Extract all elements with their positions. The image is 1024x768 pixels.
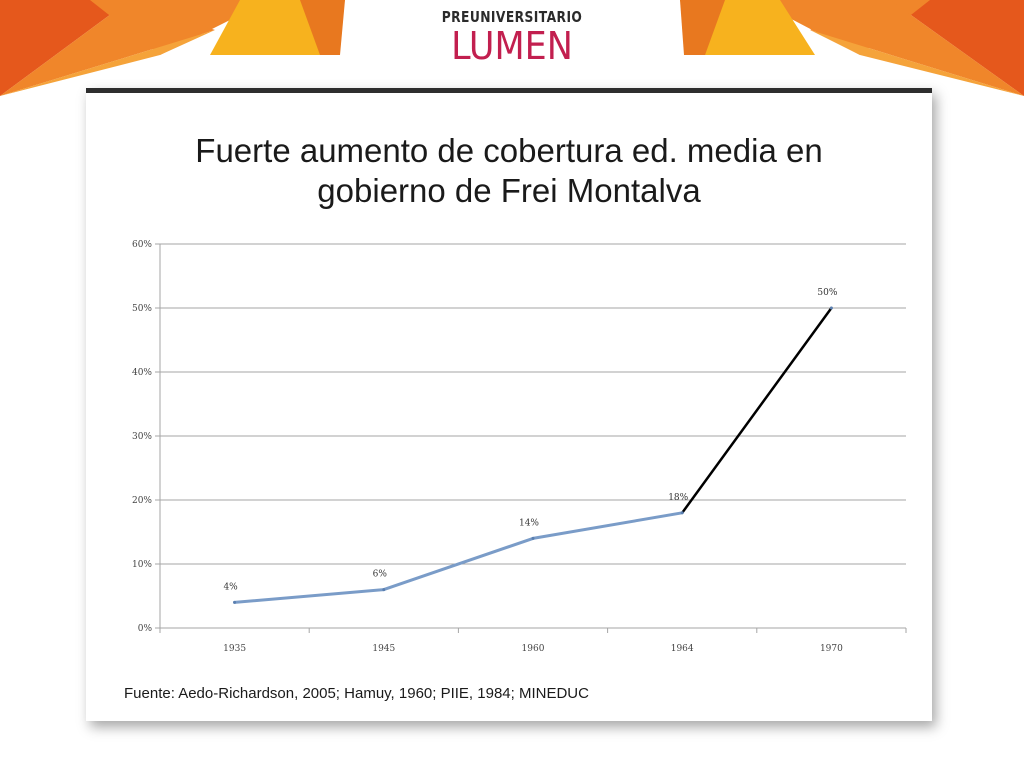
series-segment — [531, 511, 684, 540]
grid-lines — [155, 243, 907, 633]
data-label: 6% — [373, 570, 388, 580]
data-point — [680, 511, 684, 515]
logo-subtitle: PREUNIVERSITARIO — [441, 8, 583, 26]
data-label: 14% — [519, 518, 539, 528]
decorative-banner — [0, 0, 1024, 96]
source-note: Fuente: Aedo-Richardson, 2005; Hamuy, 19… — [124, 685, 589, 702]
x-tick-label: 1960 — [522, 644, 545, 654]
data-label: 50% — [817, 288, 837, 298]
data-labels: 4% 6% 14% 18% 50% — [223, 288, 837, 592]
y-tick-label: 30% — [132, 432, 152, 442]
brand-logo: PREUNIVERSITARIO LUMEN — [412, 8, 612, 72]
y-tick-label: 50% — [132, 304, 152, 314]
slide-panel: Fuerte aumento de cobertura ed. media en… — [86, 88, 932, 721]
series-segment — [233, 588, 386, 604]
data-point — [531, 536, 535, 540]
data-point — [829, 306, 833, 310]
data-label: 18% — [668, 493, 688, 503]
line-chart: 0% 10% 20% 30% 40% 50% 60% 1935 1945 1960 1964 197… — [132, 240, 907, 654]
y-tick-label: 40% — [132, 368, 152, 378]
x-axis-ticks: 1935 1945 1960 1964 1970 — [223, 644, 843, 654]
data-label: 4% — [223, 582, 238, 592]
slide-title-line-2: gobierno de Frei Montalva — [317, 172, 701, 209]
x-tick-label: 1964 — [671, 644, 694, 654]
y-tick-label: 0% — [138, 624, 153, 634]
data-point — [233, 600, 237, 604]
logo-wordmark: LUMEN — [451, 24, 573, 68]
data-point — [382, 588, 386, 592]
series-segment — [382, 536, 535, 592]
y-tick-label: 60% — [132, 240, 152, 250]
x-tick-label: 1970 — [820, 644, 843, 654]
series-segment — [680, 306, 833, 515]
x-tick-label: 1935 — [223, 644, 246, 654]
slide-title: Fuerte aumento de cobertura ed. media en… — [86, 131, 932, 211]
y-tick-label: 10% — [132, 560, 152, 570]
series-lines — [233, 306, 833, 604]
y-axis-ticks: 0% 10% 20% 30% 40% 50% 60% — [132, 240, 152, 634]
slide-title-line-1: Fuerte aumento de cobertura ed. media en — [195, 132, 823, 169]
x-tick-label: 1945 — [372, 644, 395, 654]
y-tick-label: 20% — [132, 496, 152, 506]
